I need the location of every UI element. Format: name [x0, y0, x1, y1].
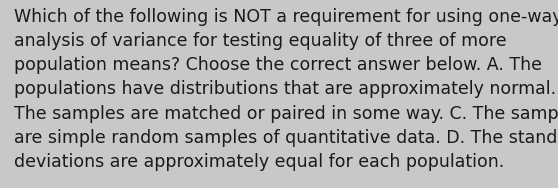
- Text: Which of the following is NOT a requirement for using one-way
analysis of varian: Which of the following is NOT a requirem…: [14, 8, 558, 171]
